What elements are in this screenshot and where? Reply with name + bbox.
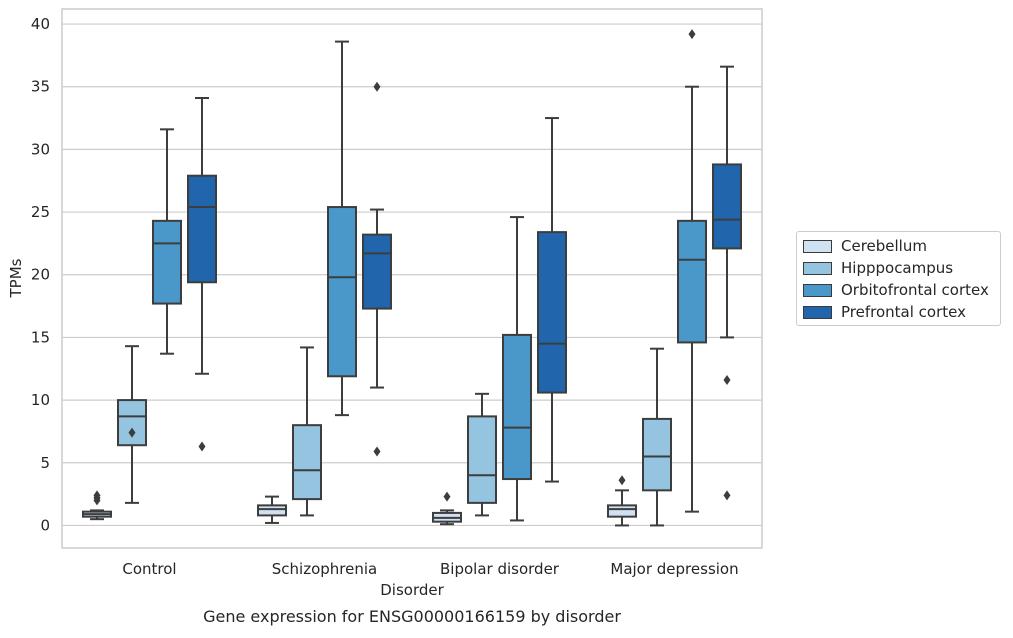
box-1-2 [467, 392, 497, 517]
x-tick-label-2: Bipolar disorder [440, 560, 560, 578]
x-tick-label-3: Major depression [610, 560, 738, 578]
box-1-1 [292, 346, 322, 517]
y-tick-label-30: 30 [31, 140, 50, 158]
box-2-1 [327, 40, 357, 417]
legend-label-hippocampus: Hipppocampus [841, 259, 954, 277]
box-body [257, 504, 287, 517]
legend-item-cerebellum: Cerebellum [803, 235, 927, 257]
chart-title: Gene expression for ENSG00000166159 by d… [203, 607, 621, 626]
legend-swatch-prefrontal [803, 305, 832, 319]
flier-0 [128, 427, 136, 438]
x-axis-label: Disorder [380, 581, 444, 599]
y-tick-label-25: 25 [31, 203, 50, 221]
y-tick-label-0: 0 [40, 516, 50, 534]
box-2-3 [677, 29, 707, 513]
box-3-2 [537, 117, 567, 483]
box-body [607, 504, 637, 518]
x-tick-label-0: Control [122, 560, 176, 578]
box-body [187, 174, 217, 284]
box-body [327, 206, 357, 378]
flier-2 [93, 490, 101, 501]
box-body [642, 417, 672, 492]
box-2-0 [152, 128, 182, 355]
legend-swatch-hippocampus [803, 261, 832, 275]
box-body [152, 219, 182, 305]
flier-1 [373, 81, 381, 92]
box-body [712, 163, 742, 250]
y-tick-label-40: 40 [31, 15, 50, 33]
box-2-2 [502, 216, 532, 522]
legend: Cerebellum Hipppocampus Orbitofrontal co… [796, 231, 1001, 326]
box-3-0 [187, 96, 217, 452]
flier-0 [373, 446, 381, 457]
legend-label-orbitofrontal: Orbitofrontal cortex [841, 281, 989, 299]
legend-swatch-orbitofrontal [803, 283, 832, 297]
box-layer [82, 29, 742, 527]
box-1-0 [117, 345, 147, 504]
legend-item-orbitofrontal: Orbitofrontal cortex [803, 279, 989, 301]
y-tick-label-15: 15 [31, 328, 50, 346]
legend-item-prefrontal: Prefrontal cortex [803, 301, 966, 323]
box-0-2 [432, 491, 462, 526]
box-body [362, 233, 392, 310]
y-axis-label: TPMs [7, 258, 25, 298]
x-tick-labels: Control Schizophrenia Bipolar disorder Majo… [122, 560, 738, 578]
legend-label-cerebellum: Cerebellum [841, 237, 927, 255]
box-0-3 [607, 475, 637, 527]
box-body [677, 219, 707, 344]
box-3-3 [712, 65, 742, 501]
flier-0 [198, 441, 206, 452]
y-tick-label-35: 35 [31, 78, 50, 96]
y-tick-label-5: 5 [40, 454, 50, 472]
legend-item-hippocampus: Hipppocampus [803, 257, 953, 279]
box-body [292, 424, 322, 501]
box-body [117, 399, 147, 447]
plot-frame [61, 8, 763, 549]
flier-0 [443, 491, 451, 502]
box-body [467, 415, 497, 504]
box-3-1 [362, 81, 392, 457]
flier-0 [618, 475, 626, 486]
flier-1 [723, 375, 731, 386]
x-tick-label-1: Schizophrenia [272, 560, 377, 578]
box-0-1 [257, 495, 287, 524]
flier-0 [723, 490, 731, 501]
flier-0 [688, 29, 696, 40]
legend-label-prefrontal: Prefrontal cortex [841, 303, 966, 321]
box-body [502, 333, 532, 481]
legend-swatch-cerebellum [803, 239, 832, 253]
y-tick-label-20: 20 [31, 266, 50, 284]
box-body [537, 231, 567, 394]
y-tick-labels: 0 5 10 15 20 25 30 35 40 [31, 15, 50, 534]
box-1-3 [642, 347, 672, 527]
y-tick-label-10: 10 [31, 391, 50, 409]
box-0-0 [82, 490, 112, 521]
